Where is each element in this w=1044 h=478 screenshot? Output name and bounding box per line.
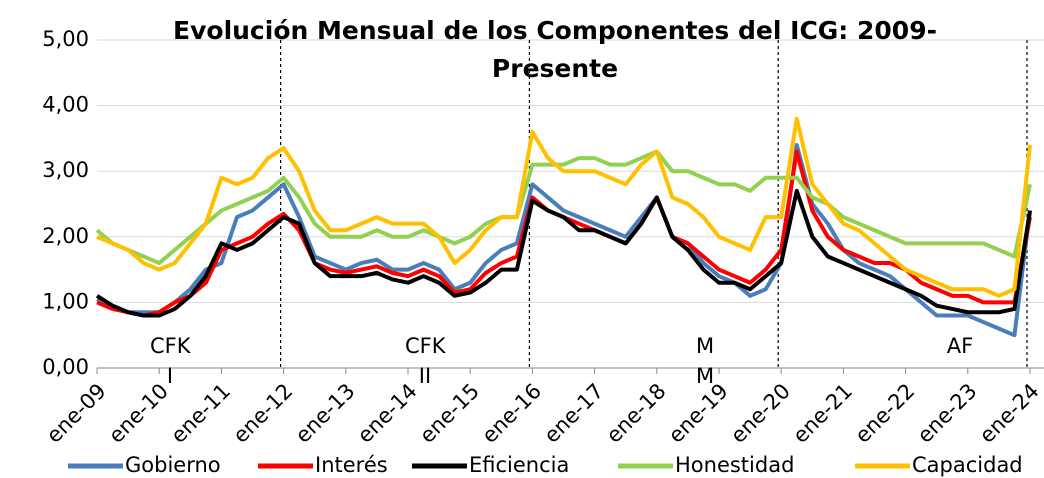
y-tick-label: 1,00: [42, 289, 89, 313]
period-label: CFK I: [150, 334, 191, 388]
x-tick-label: ene-12: [228, 379, 297, 448]
series-line: [96, 142, 1032, 338]
x-tick-label: ene-09: [42, 379, 111, 448]
x-tick-label: ene-17: [539, 379, 608, 448]
x-tick-label: ene-18: [602, 379, 671, 448]
x-tick-label: ene-22: [850, 379, 919, 448]
series-line: [96, 116, 1032, 298]
period-label: AF: [946, 334, 974, 358]
x-tick-label: ene-21: [788, 379, 857, 448]
period-label: CFK II: [405, 334, 446, 388]
legend-label: Eficiencia: [469, 453, 569, 477]
legend-label: Capacidad: [912, 453, 1023, 477]
x-tick-label: ene-13: [291, 379, 360, 448]
x-tick-label: ene-20: [726, 379, 795, 448]
series-line: [95, 188, 1032, 318]
y-tick-label: 4,00: [42, 93, 89, 117]
chart-title: Evolución Mensual de los Componentes del…: [173, 16, 937, 83]
legend-label: Interés: [315, 453, 388, 477]
series-line: [95, 149, 1032, 266]
x-tick-label: ene-16: [477, 379, 546, 448]
x-tick-label: ene-24: [975, 379, 1044, 448]
series-line: [96, 149, 1032, 318]
y-tick-label: 2,00: [42, 224, 89, 248]
x-tick-label: ene-23: [913, 379, 982, 448]
legend-label: Gobierno: [125, 453, 221, 477]
y-tick-label: 0,00: [42, 355, 89, 379]
y-tick-label: 5,00: [42, 27, 89, 51]
y-tick-label: 3,00: [42, 158, 89, 182]
legend-label: Honestidad: [675, 453, 794, 477]
period-label: M M: [695, 334, 715, 388]
